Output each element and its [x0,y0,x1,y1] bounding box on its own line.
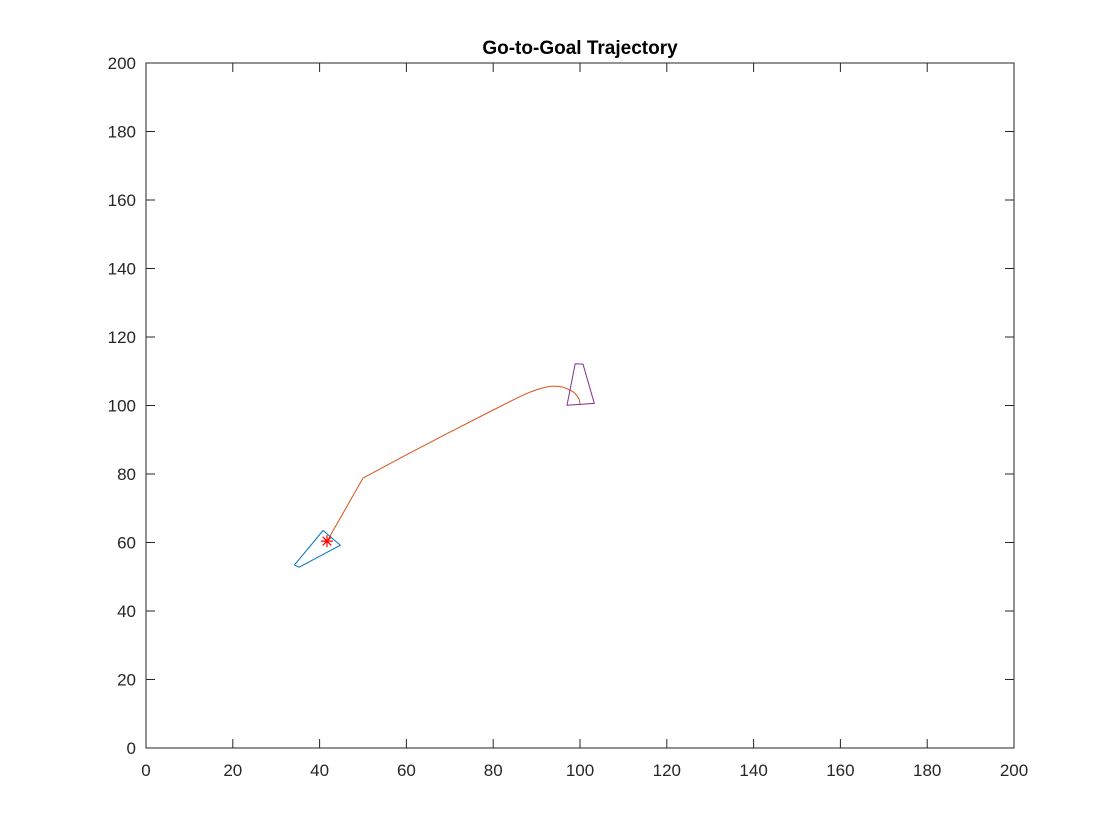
x-tick-label: 40 [310,761,329,780]
y-tick-label: 100 [108,397,136,416]
y-tick-label: 20 [117,671,136,690]
y-axis: 0 20 40 60 80 100 120 140 160 180 200 [108,54,1014,758]
chart-title: Go-to-Goal Trajectory [482,38,678,59]
start-marker-asterisk [320,535,333,548]
x-tick-label: 60 [397,761,416,780]
y-tick-label: 0 [127,739,136,758]
trajectory-line [327,385,581,540]
x-tick-label: 0 [141,761,150,780]
y-tick-label: 120 [108,328,136,347]
y-tick-label: 80 [117,465,136,484]
start-pose-outline [294,530,341,568]
x-tick-label: 180 [913,761,941,780]
x-tick-label: 100 [566,761,594,780]
y-tick-label: 40 [117,602,136,621]
x-tick-label: 200 [1000,761,1028,780]
y-tick-label: 140 [108,260,136,279]
y-tick-label: 180 [108,123,136,142]
y-tick-label: 160 [108,191,136,210]
x-tick-label: 160 [826,761,854,780]
y-tick-label: 200 [108,54,136,73]
y-tick-label: 60 [117,534,136,553]
goal-pose-outline [566,363,595,406]
x-axis: 0 20 40 60 80 100 120 140 160 180 200 [141,63,1028,780]
x-tick-label: 20 [223,761,242,780]
series-layer [294,363,595,568]
x-tick-label: 80 [484,761,503,780]
axes-area [146,63,1014,748]
x-tick-label: 120 [653,761,681,780]
marker-point [320,535,333,548]
x-tick-label: 140 [739,761,767,780]
